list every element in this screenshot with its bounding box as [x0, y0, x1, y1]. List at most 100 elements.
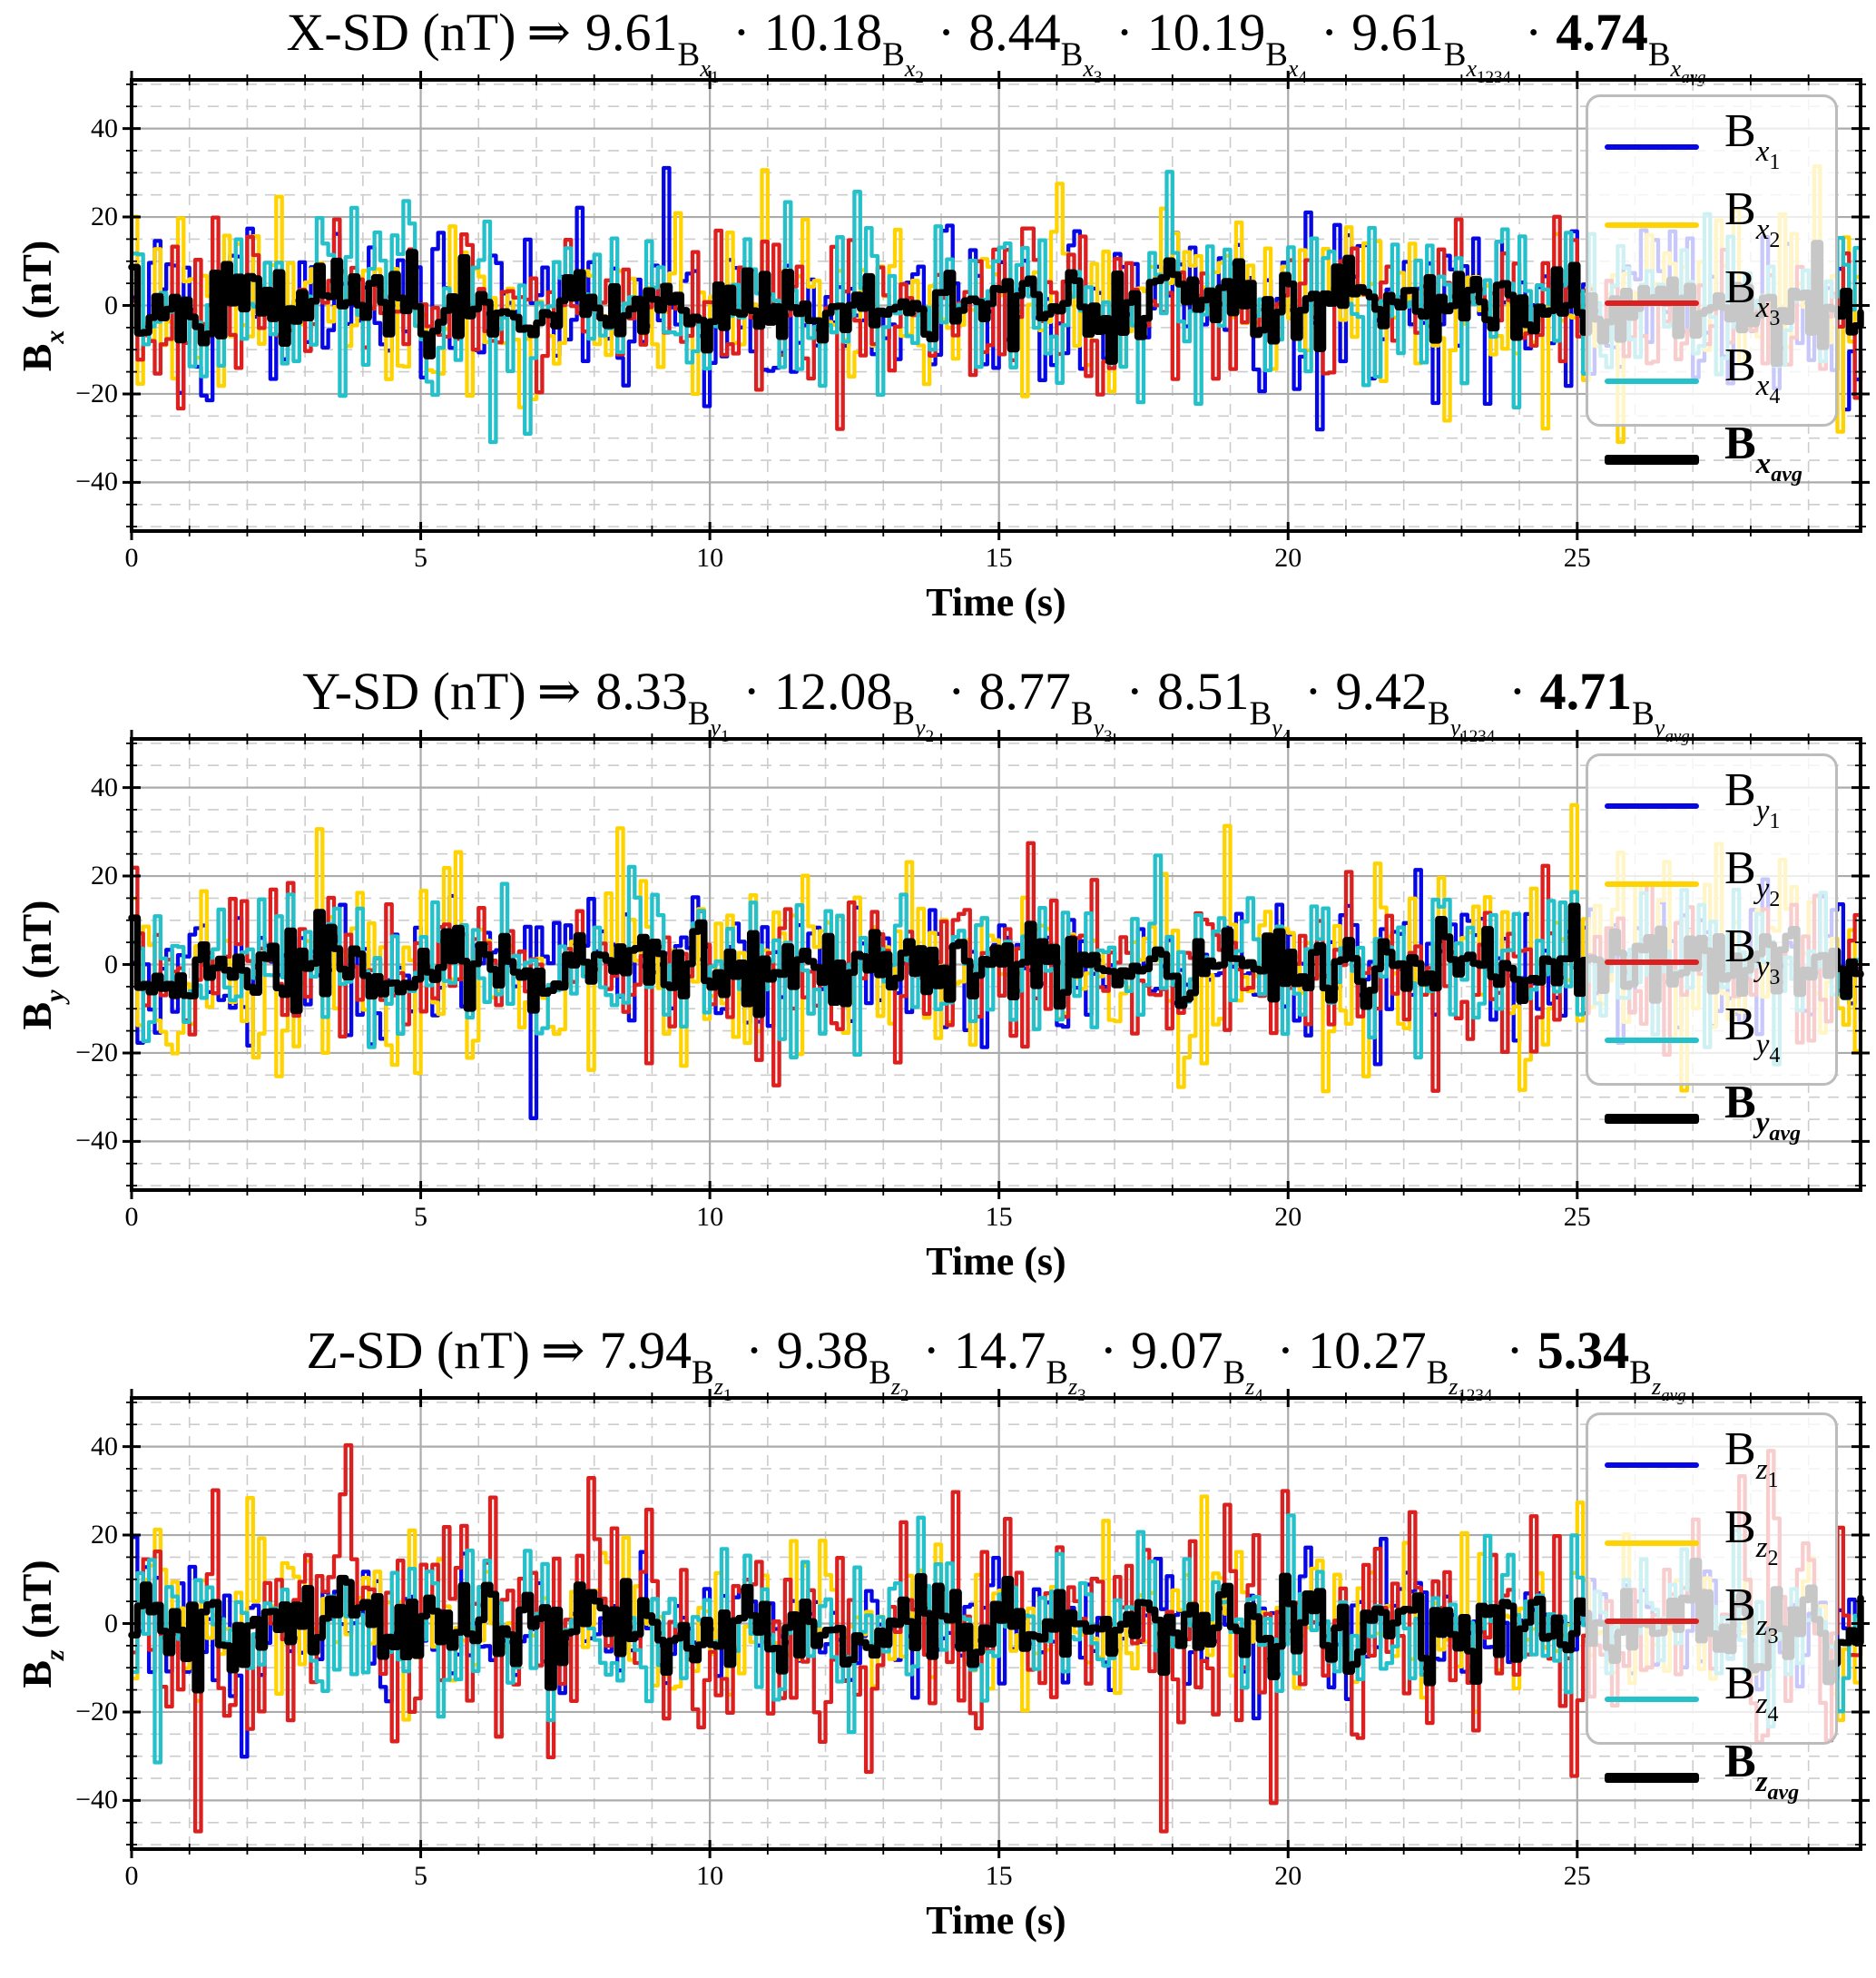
legend-item: By3 [1605, 923, 1835, 1001]
legend-line-sample [1605, 1038, 1699, 1043]
legend-label-sub: xavg [1755, 448, 1802, 487]
sd-sub-index: 4 [1254, 1386, 1263, 1405]
legend-line-sample [1605, 1113, 1699, 1124]
legend-label-sub-letter: z [1755, 1688, 1768, 1720]
x-tick-label: 15 [985, 1202, 1013, 1232]
legend-label: Bxavg [1724, 420, 1802, 498]
sd-sub-letter-text: z [890, 1373, 900, 1400]
sd-sub-base: B [869, 1354, 891, 1392]
y-tick-label: −20 [75, 1037, 118, 1068]
sd-subscript: Bx1 [677, 36, 720, 87]
sd-sub-base: B [677, 36, 701, 74]
legend-label-sub: y3 [1755, 950, 1781, 989]
sd-value: 4.74 [1556, 3, 1648, 62]
sd-sub-letter-text: x [1083, 55, 1094, 82]
panel-z-sd: Z-SD (nT) ⇒ 7.94Bz1· 9.38Bz2· 14.7Bz3· 9.07Bz… [0, 1318, 1876, 1977]
legend-label-sub-letter: y [1755, 950, 1770, 983]
legend-label-sub-letter: x [1755, 135, 1770, 168]
sd-sub-base: B [1070, 695, 1094, 733]
legend-label-base: B [1724, 920, 1756, 972]
sd-sub-index: 3 [1077, 1386, 1086, 1405]
y-label-sub: z [40, 1648, 70, 1660]
legend-label-sub: x1 [1755, 135, 1781, 174]
sd-sub-letter: x1234 [1466, 55, 1511, 87]
sd-sub-letter: y3 [1094, 714, 1113, 746]
legend-line-sample [1605, 454, 1699, 465]
y-label-base: B [14, 1659, 60, 1688]
legend-label-sub-letter: z [1755, 1531, 1768, 1564]
x-tick-label: 20 [1274, 543, 1302, 573]
sd-sub-index: 3 [1104, 727, 1113, 746]
sd-sub-base: B [1632, 695, 1655, 733]
legend-label-sub-index: 4 [1767, 1703, 1779, 1727]
legend-label: By2 [1724, 845, 1780, 923]
series-lines [128, 802, 1864, 1120]
sd-value: 4.71 [1539, 662, 1633, 721]
y-tick-label: 0 [104, 290, 118, 320]
legend-item: By4 [1605, 1001, 1835, 1079]
legend-label-sub-index: 1 [1769, 151, 1781, 174]
title-separator: · [1125, 662, 1144, 721]
legend-line-sample [1605, 1540, 1699, 1546]
plot-area-z [123, 1389, 1870, 1858]
sd-sub-letter-text: z [1068, 1373, 1078, 1400]
legend-label-base: B [1724, 1077, 1756, 1128]
sd-sub-base: B [1223, 1354, 1246, 1392]
title-separator: · [1525, 3, 1543, 62]
legend-label-sub-letter: x [1755, 448, 1772, 480]
sd-sub-letter-text: z [713, 1373, 723, 1400]
legend-label-base: B [1724, 261, 1756, 313]
legend-line-sample [1605, 1772, 1699, 1783]
legend: Bz1 Bz2 Bz3 Bz4 Bzavg [1586, 1412, 1838, 1805]
sd-value: 5.34 [1537, 1321, 1630, 1380]
sd-value: 12.08 [773, 662, 893, 721]
sd-sub-letter: z4 [1245, 1373, 1263, 1405]
sd-sub-letter: x3 [1083, 55, 1102, 87]
sd-subscript: Bz1234 [1427, 1354, 1493, 1405]
y-tick-label: −20 [75, 378, 118, 408]
legend-label-base: B [1724, 1423, 1756, 1475]
sd-sub-index: 4 [1298, 68, 1307, 87]
series-yavg-line [128, 902, 1864, 1019]
sd-sub-base: B [1265, 36, 1288, 74]
legend-label-sub-index: 1 [1767, 1469, 1779, 1492]
legend-label: Bx4 [1724, 342, 1780, 420]
sd-subscript: By3 [1070, 695, 1113, 746]
y-label-sub: y [40, 989, 70, 1002]
sd-sub-index: 4 [1282, 727, 1292, 746]
x-tick-label: 10 [696, 1202, 724, 1232]
sd-sub-base: B [1629, 1354, 1652, 1392]
title-separator: · [1506, 1321, 1524, 1380]
legend-label-base: B [1724, 999, 1756, 1050]
title-separator: · [1304, 662, 1322, 721]
x-tick-label: 10 [696, 543, 724, 573]
legend-label-sub-index: 3 [1769, 307, 1781, 330]
y-tick-label: 20 [91, 861, 118, 891]
sd-subscript: By2 [892, 695, 934, 746]
x-axis-label: Time (s) [926, 1239, 1066, 1284]
panel-y-sd: Y-SD (nT) ⇒ 8.33By1· 12.08By2· 8.77By3· 8.51B… [0, 659, 1876, 1318]
x-tick-label: 10 [696, 1861, 724, 1891]
legend-line-sample [1605, 881, 1699, 887]
legend-label-sub: x2 [1756, 213, 1781, 252]
legend-label: Byavg [1724, 1079, 1801, 1157]
legend-item: By2 [1605, 845, 1835, 923]
sd-sub-index: 3 [1093, 68, 1103, 87]
legend-label: By4 [1724, 1001, 1780, 1079]
series-x3-line [129, 214, 1863, 431]
x-tick-label: 0 [124, 1861, 139, 1891]
sd-value: 8.33 [595, 662, 688, 721]
legend-label: By1 [1724, 767, 1780, 845]
series-lines [128, 164, 1864, 445]
sd-sub-index: 1234 [1460, 727, 1496, 746]
legend-label-sub-index: 3 [1767, 1625, 1779, 1648]
legend-label-sub: z1 [1756, 1453, 1779, 1492]
legend: Bx1 Bx2 Bx3 Bx4 Bxavg [1586, 94, 1838, 487]
sd-sub-index: 1234 [1477, 68, 1511, 87]
sd-subscript: By1 [688, 695, 730, 746]
legend-item: Bz4 [1605, 1660, 1835, 1738]
sd-value: 9.42 [1335, 662, 1429, 721]
sd-subscript: By4 [1249, 695, 1291, 746]
y-tick-label: 40 [91, 1431, 118, 1461]
